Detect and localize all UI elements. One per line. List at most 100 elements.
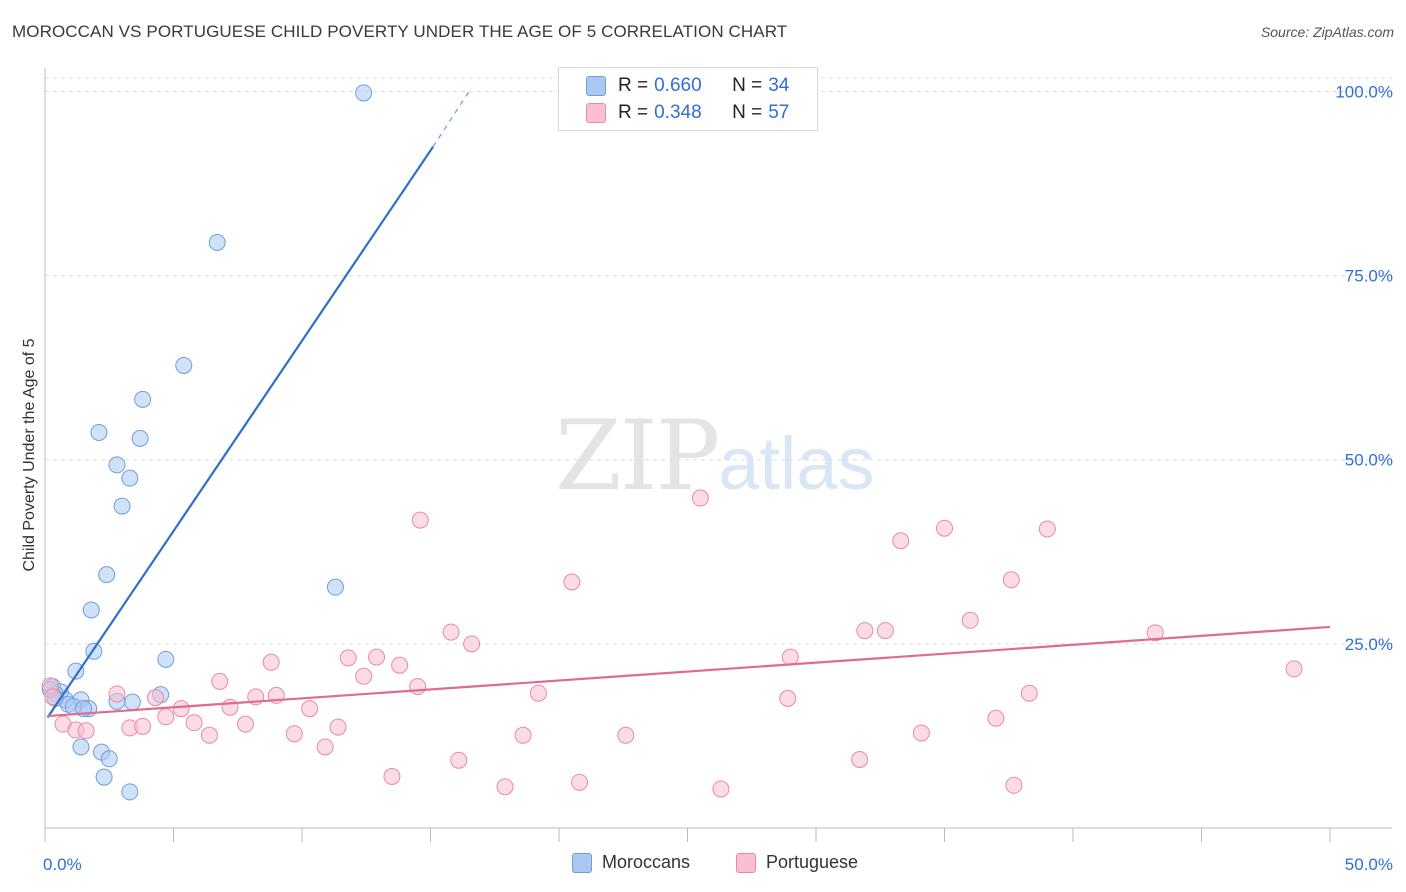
portuguese-point: [329, 718, 347, 736]
moroccans-point: [123, 693, 141, 711]
portuguese-point: [157, 708, 175, 726]
watermark-atlas: atlas: [718, 422, 875, 505]
moroccans-n-value: 34: [768, 75, 790, 96]
portuguese-point: [936, 519, 953, 537]
moroccans-point: [131, 429, 149, 447]
portuguese-point: [876, 622, 894, 640]
moroccans-point: [108, 456, 126, 474]
portuguese-point: [442, 623, 460, 641]
portuguese-legend-label: Portuguese: [766, 852, 859, 872]
portuguese-point: [211, 672, 229, 690]
legend-row-moroccans: R = 0.660 N = 34: [586, 75, 789, 97]
portuguese-r-label: R =: [618, 102, 649, 123]
y-tick-label: 100.0%: [1335, 82, 1393, 101]
moroccans-point: [134, 390, 152, 408]
portuguese-point: [779, 689, 797, 707]
portuguese-point: [563, 573, 581, 591]
portuguese-point: [368, 648, 386, 666]
portuguese-point: [355, 667, 373, 685]
portuguese-point: [987, 709, 1005, 727]
portuguese-point: [409, 678, 427, 696]
y-tick-label: 25.0%: [1345, 635, 1393, 654]
portuguese-point: [316, 738, 334, 756]
portuguese-point: [147, 689, 165, 707]
moroccans-point: [175, 356, 193, 374]
chart-source: Source: ZipAtlas.com: [1260, 24, 1394, 40]
legend-item-portuguese: Portuguese: [736, 852, 858, 873]
moroccans-point: [95, 768, 113, 786]
moroccans-point: [121, 783, 139, 801]
portuguese-trend-line: [47, 625, 1331, 718]
portuguese-point: [200, 726, 218, 744]
portuguese-point: [781, 648, 799, 666]
portuguese-point: [108, 685, 126, 703]
portuguese-point: [1285, 660, 1303, 678]
portuguese-point: [463, 635, 481, 653]
portuguese-point: [391, 656, 409, 674]
y-tick-label: 75.0%: [1345, 267, 1393, 286]
moroccans-trend-line: [46, 146, 434, 719]
portuguese-point: [236, 715, 254, 733]
portuguese-point: [1020, 684, 1038, 702]
moroccans-point: [98, 566, 116, 584]
portuguese-n-label: N =: [732, 102, 763, 123]
watermark: ZIPatlas: [555, 400, 875, 512]
moroccans-point: [121, 469, 139, 487]
portuguese-point: [172, 700, 190, 718]
portuguese-point: [529, 684, 547, 702]
x-tick-label: 50.0%: [1345, 855, 1393, 874]
portuguese-point: [134, 717, 152, 735]
portuguese-point: [514, 726, 532, 744]
moroccans-point: [326, 578, 344, 596]
moroccans-legend-label: Moroccans: [602, 852, 691, 872]
watermark-zip: ZIP: [555, 400, 720, 512]
portuguese-n-value: 57: [768, 102, 790, 123]
moroccans-point: [67, 662, 85, 680]
legend-item-moroccans: Moroccans: [572, 852, 690, 873]
portuguese-point: [221, 698, 239, 716]
moroccans-n-label: N =: [732, 75, 763, 96]
moroccans-swatch: [586, 76, 606, 96]
portuguese-point: [856, 622, 874, 640]
moroccans-trend-extension: [432, 91, 470, 148]
stats-legend: R = 0.660 N = 34 R = 0.348 N = 57: [558, 67, 818, 131]
moroccans-legend-swatch: [572, 852, 592, 873]
moroccans-r-value: 0.660: [654, 75, 702, 96]
portuguese-point: [617, 726, 635, 744]
legend-row-portuguese: R = 0.348 N = 57: [586, 102, 789, 124]
moroccans-point: [72, 738, 90, 756]
moroccans-point: [100, 750, 118, 768]
portuguese-point: [712, 780, 730, 798]
moroccans-point: [355, 84, 373, 102]
portuguese-point: [77, 722, 95, 740]
portuguese-point: [851, 751, 869, 769]
portuguese-point: [185, 714, 203, 732]
moroccans-r-label: R =: [618, 75, 649, 96]
portuguese-point: [450, 751, 468, 769]
portuguese-r-value: 0.348: [654, 102, 702, 123]
portuguese-point: [496, 778, 514, 796]
moroccans-point: [157, 650, 175, 668]
portuguese-point: [1146, 624, 1164, 642]
portuguese-point: [961, 611, 979, 629]
portuguese-point: [411, 511, 429, 529]
portuguese-point: [383, 767, 401, 785]
portuguese-point: [301, 700, 319, 718]
moroccans-point: [113, 497, 131, 515]
portuguese-point: [339, 649, 357, 667]
portuguese-point: [691, 489, 709, 507]
moroccans-point: [82, 601, 100, 619]
portuguese-point: [262, 653, 280, 671]
moroccans-point: [208, 233, 226, 251]
portuguese-point: [571, 773, 589, 791]
portuguese-point: [1038, 520, 1056, 538]
portuguese-point: [912, 724, 930, 742]
y-tick-label: 50.0%: [1345, 451, 1393, 470]
portuguese-point: [892, 532, 910, 550]
portuguese-point: [1005, 776, 1023, 794]
portuguese-legend-swatch: [736, 852, 756, 873]
portuguese-swatch: [586, 103, 606, 123]
x-tick-label: 0.0%: [43, 855, 82, 874]
portuguese-point: [1002, 571, 1020, 589]
